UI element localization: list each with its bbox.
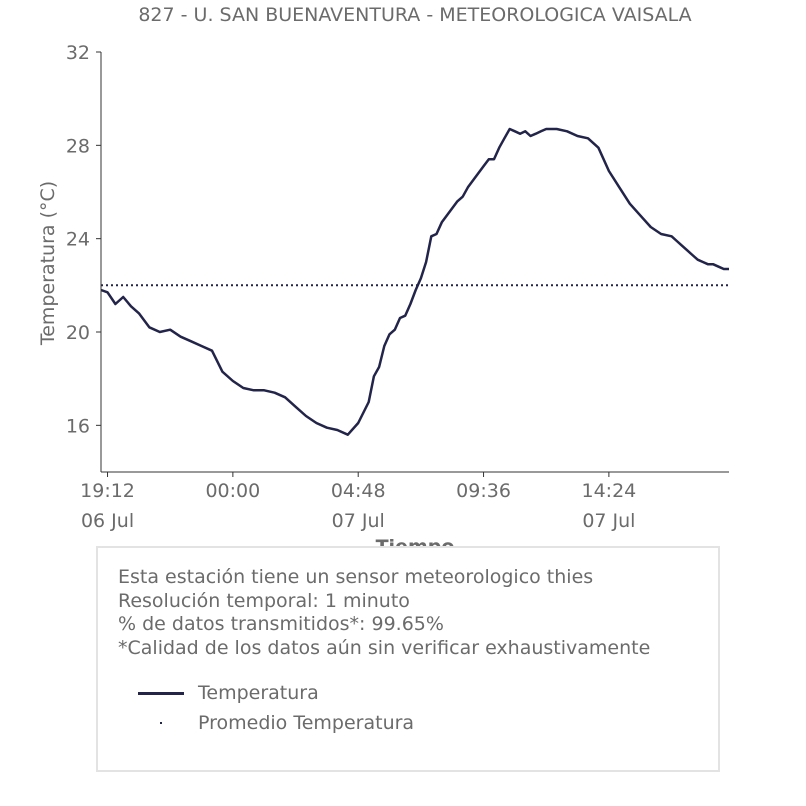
info-line-quality-note: *Calidad de los datos aún sin verificar … bbox=[118, 636, 651, 659]
y-tick-label: 16 bbox=[66, 415, 90, 437]
y-ticks: 16 20 24 28 32 bbox=[66, 42, 101, 437]
info-line-sensor: Esta estación tiene un sensor meteorolog… bbox=[118, 566, 594, 588]
x-tick-time-label: 00:00 bbox=[205, 480, 260, 502]
y-tick-label: 32 bbox=[66, 42, 90, 64]
y-tick-label: 20 bbox=[66, 322, 90, 344]
x-tick-time-label: 04:48 bbox=[331, 480, 386, 502]
x-tick-date-label: 06 Jul bbox=[81, 510, 134, 532]
legend-dotted-line-icon bbox=[138, 713, 184, 733]
x-ticks: 19:12 06 Jul 00:00 04:48 07 Jul 09:36 14:24 07 … bbox=[80, 472, 636, 532]
temperature-chart: 827 - U. SAN BUENAVENTURA - METEOROLOGIC… bbox=[37, 4, 729, 558]
info-box: Esta estación tiene un sensor meteorolog… bbox=[96, 546, 720, 772]
info-lines: Esta estación tiene un sensor meteorolog… bbox=[118, 566, 650, 660]
y-axis-label: Temperatura (°C) bbox=[37, 181, 59, 346]
legend-solid-line-icon bbox=[138, 683, 184, 703]
legend-label: Temperatura bbox=[198, 682, 319, 704]
legend-item-temperatura: Temperatura bbox=[138, 682, 319, 704]
series-line-temperatura bbox=[100, 127, 729, 436]
chart-title: 827 - U. SAN BUENAVENTURA - METEOROLOGIC… bbox=[138, 4, 691, 26]
legend-item-promedio: Promedio Temperatura bbox=[138, 712, 414, 734]
x-tick-date-label: 07 Jul bbox=[332, 510, 385, 532]
x-tick-date-label: 07 Jul bbox=[582, 510, 635, 532]
x-tick-time-label: 09:36 bbox=[456, 480, 511, 502]
x-tick-time-label: 14:24 bbox=[582, 480, 637, 502]
plot-area bbox=[100, 127, 729, 436]
axes bbox=[100, 52, 729, 473]
y-tick-label: 24 bbox=[66, 229, 90, 251]
info-line-resolution: Resolución temporal: 1 minuto bbox=[118, 589, 410, 612]
info-line-transmitted: % de datos transmitidos*: 99.65% bbox=[118, 613, 444, 635]
y-tick-label: 28 bbox=[66, 135, 90, 157]
legend-label: Promedio Temperatura bbox=[198, 712, 415, 734]
x-tick-time-label: 19:12 bbox=[80, 480, 135, 502]
